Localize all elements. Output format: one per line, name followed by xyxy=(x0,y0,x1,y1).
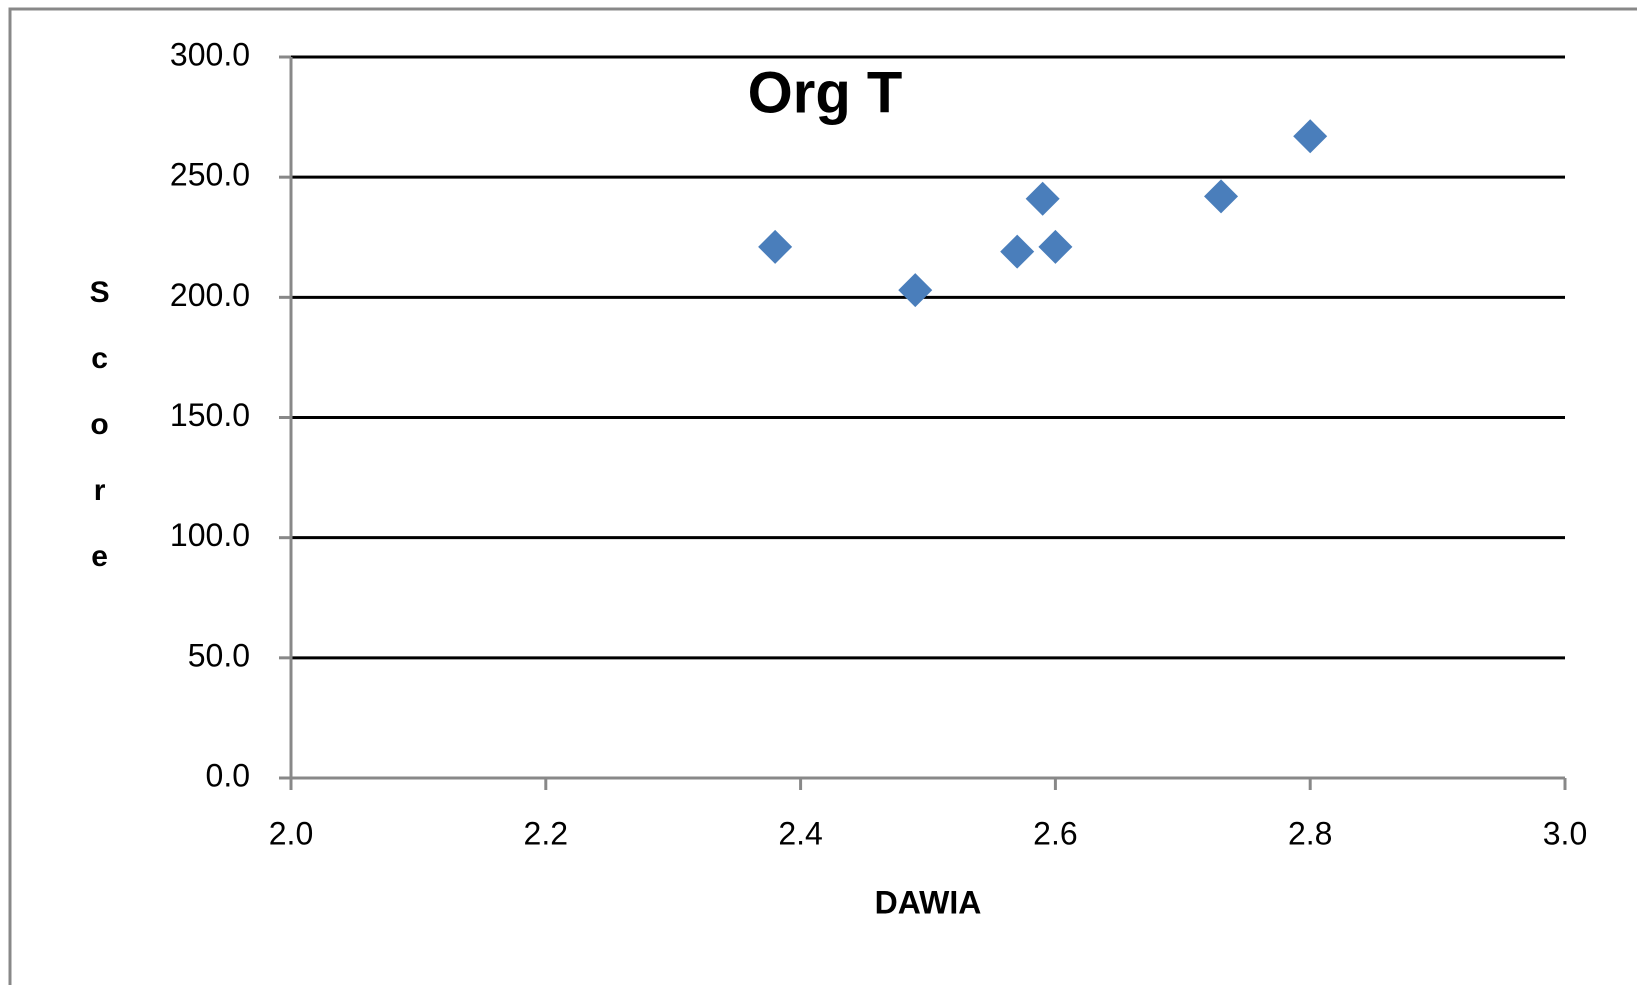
y-tick-label: 250.0 xyxy=(170,157,250,193)
chart-title: Org T xyxy=(748,60,903,125)
point xyxy=(758,229,793,264)
y-tick-label: 200.0 xyxy=(170,277,250,313)
point xyxy=(1293,119,1328,154)
chart-frame xyxy=(8,7,1637,985)
y-tick-label: 300.0 xyxy=(170,36,250,72)
point xyxy=(1204,179,1239,214)
point xyxy=(898,273,933,308)
y-tick-label: 0.0 xyxy=(206,757,250,793)
point xyxy=(1038,229,1073,264)
y-tick-label: 150.0 xyxy=(170,397,250,433)
y-axis-label: Score xyxy=(83,276,116,606)
x-axis-label: DAWIA xyxy=(875,884,982,920)
x-tick-label: 3.0 xyxy=(1543,815,1587,851)
point xyxy=(1025,181,1060,216)
y-tick-label: 100.0 xyxy=(170,517,250,553)
point xyxy=(1000,234,1035,269)
y-tick-label: 50.0 xyxy=(188,637,250,673)
x-tick-label: 2.2 xyxy=(524,815,568,851)
x-tick-label: 2.6 xyxy=(1033,815,1077,851)
x-tick-label: 2.0 xyxy=(269,815,313,851)
x-tick-label: 2.4 xyxy=(778,815,822,851)
x-tick-label: 2.8 xyxy=(1288,815,1332,851)
